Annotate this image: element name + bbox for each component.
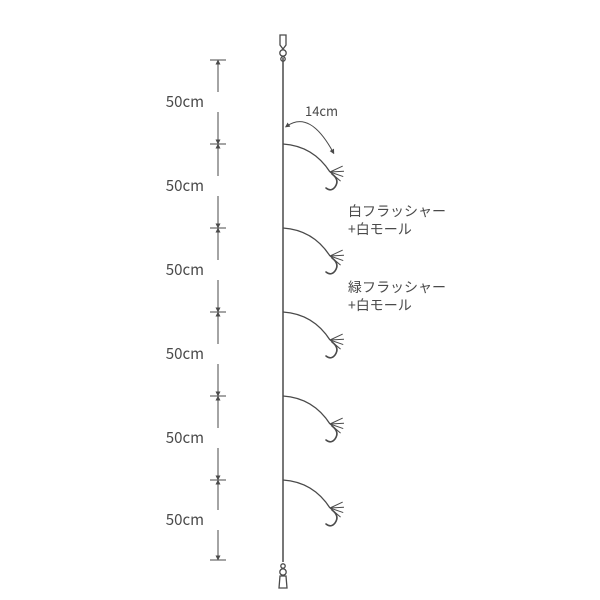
flasher-annotation-line1: 白フラッシャー — [348, 201, 446, 221]
flasher-annotation-line2: +白モール — [348, 219, 412, 239]
segment-length-label: 50cm — [166, 259, 204, 280]
segment-length-label: 50cm — [166, 427, 204, 448]
segment-length-label: 50cm — [166, 175, 204, 196]
flasher-annotation-line2: +白モール — [348, 295, 412, 315]
segment-length-label: 50cm — [166, 91, 204, 112]
segment-length-label: 50cm — [166, 343, 204, 364]
flasher-annotation-line1: 緑フラッシャー — [348, 277, 446, 297]
diagram-bg — [0, 0, 600, 600]
branch-length-label: 14cm — [305, 101, 338, 120]
segment-length-label: 50cm — [166, 509, 204, 530]
